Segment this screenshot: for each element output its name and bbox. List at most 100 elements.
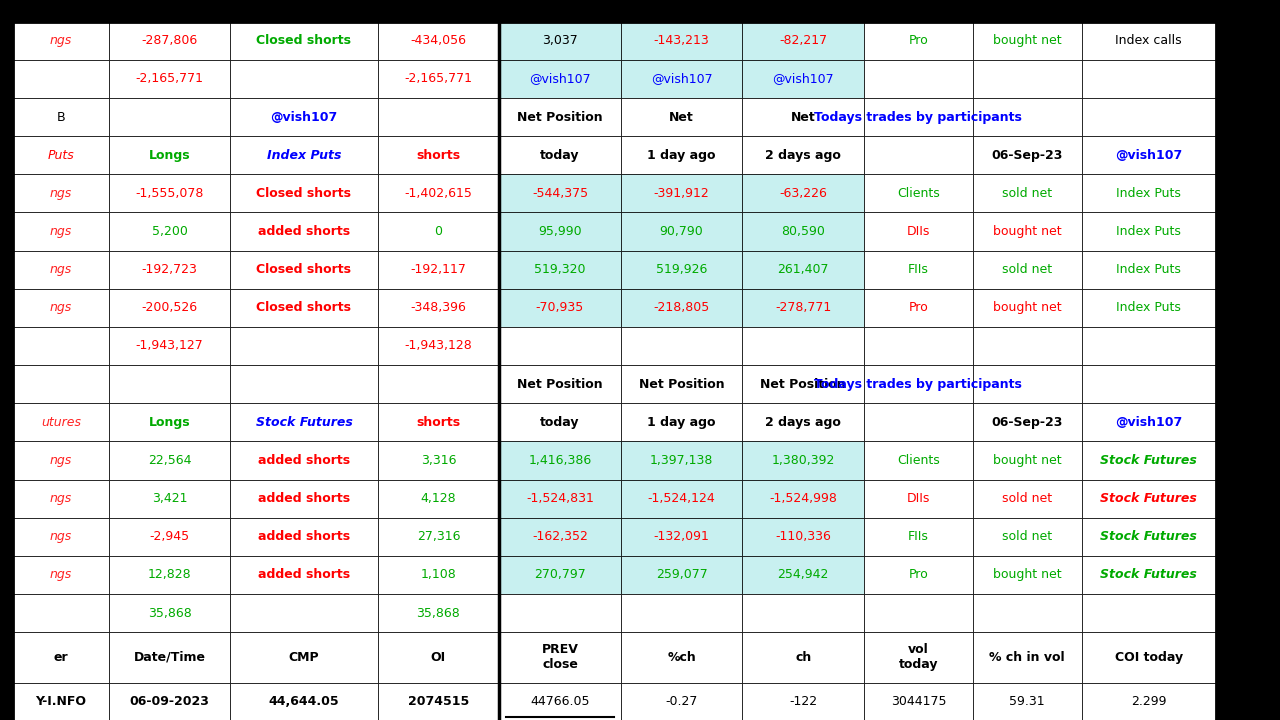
FancyBboxPatch shape [109, 632, 230, 683]
FancyBboxPatch shape [499, 212, 621, 251]
Text: 22,564: 22,564 [148, 454, 191, 467]
Text: 59.31: 59.31 [1010, 695, 1044, 708]
Text: today: today [540, 148, 580, 162]
FancyBboxPatch shape [499, 403, 621, 441]
FancyBboxPatch shape [13, 136, 109, 174]
FancyBboxPatch shape [230, 441, 378, 480]
FancyBboxPatch shape [864, 22, 973, 60]
FancyBboxPatch shape [864, 136, 973, 174]
FancyBboxPatch shape [973, 327, 1082, 365]
FancyBboxPatch shape [864, 632, 973, 683]
FancyBboxPatch shape [973, 480, 1082, 518]
Text: B: B [56, 110, 65, 124]
FancyBboxPatch shape [973, 60, 1082, 98]
Text: -1,402,615: -1,402,615 [404, 186, 472, 200]
Text: bought net: bought net [993, 34, 1061, 48]
FancyBboxPatch shape [13, 594, 109, 632]
Text: bought net: bought net [993, 225, 1061, 238]
Text: 35,868: 35,868 [147, 606, 192, 620]
FancyBboxPatch shape [13, 174, 109, 212]
FancyBboxPatch shape [378, 60, 499, 98]
FancyBboxPatch shape [973, 136, 1082, 174]
FancyBboxPatch shape [1082, 556, 1216, 594]
Text: bought net: bought net [993, 301, 1061, 315]
Text: %ch: %ch [667, 651, 696, 664]
FancyBboxPatch shape [499, 251, 621, 289]
Text: -2,945: -2,945 [150, 530, 189, 544]
FancyBboxPatch shape [864, 441, 973, 480]
Text: 12,828: 12,828 [147, 568, 192, 582]
Text: -391,912: -391,912 [654, 186, 709, 200]
Text: -70,935: -70,935 [536, 301, 584, 315]
FancyBboxPatch shape [13, 365, 109, 403]
FancyBboxPatch shape [621, 22, 742, 60]
Text: added shorts: added shorts [259, 225, 349, 238]
Text: added shorts: added shorts [259, 568, 349, 582]
Text: sold net: sold net [1002, 186, 1052, 200]
FancyBboxPatch shape [109, 441, 230, 480]
Text: Closed shorts: Closed shorts [256, 186, 352, 200]
Text: added shorts: added shorts [259, 454, 349, 467]
Text: ngs: ngs [50, 263, 72, 276]
FancyBboxPatch shape [864, 556, 973, 594]
FancyBboxPatch shape [864, 289, 973, 327]
Text: ngs: ngs [50, 454, 72, 467]
Text: -1,943,128: -1,943,128 [404, 339, 472, 353]
FancyBboxPatch shape [742, 136, 864, 174]
Text: @vish107: @vish107 [529, 72, 591, 86]
FancyBboxPatch shape [1082, 327, 1216, 365]
Text: CMP: CMP [289, 651, 319, 664]
Text: ngs: ngs [50, 301, 72, 315]
FancyBboxPatch shape [230, 632, 378, 683]
FancyBboxPatch shape [1082, 403, 1216, 441]
Text: sold net: sold net [1002, 492, 1052, 505]
Text: Net Position: Net Position [517, 110, 603, 124]
FancyBboxPatch shape [13, 632, 109, 683]
FancyBboxPatch shape [378, 251, 499, 289]
FancyBboxPatch shape [864, 212, 973, 251]
Text: @vish107: @vish107 [772, 72, 835, 86]
FancyBboxPatch shape [742, 289, 864, 327]
FancyBboxPatch shape [742, 518, 864, 556]
FancyBboxPatch shape [621, 289, 742, 327]
Text: -287,806: -287,806 [142, 34, 197, 48]
FancyBboxPatch shape [742, 251, 864, 289]
FancyBboxPatch shape [1082, 289, 1216, 327]
Text: -110,336: -110,336 [776, 530, 831, 544]
Text: 06-Sep-23: 06-Sep-23 [992, 415, 1062, 429]
FancyBboxPatch shape [378, 98, 499, 136]
Text: 270,797: 270,797 [534, 568, 586, 582]
FancyBboxPatch shape [973, 441, 1082, 480]
FancyBboxPatch shape [973, 683, 1082, 720]
Text: added shorts: added shorts [259, 492, 349, 505]
Text: 1 day ago: 1 day ago [648, 148, 716, 162]
FancyBboxPatch shape [742, 632, 864, 683]
Text: 254,942: 254,942 [777, 568, 829, 582]
FancyBboxPatch shape [109, 98, 230, 136]
FancyBboxPatch shape [378, 683, 499, 720]
Text: -192,117: -192,117 [411, 263, 466, 276]
Text: ngs: ngs [50, 34, 72, 48]
FancyBboxPatch shape [973, 212, 1082, 251]
Text: ngs: ngs [50, 530, 72, 544]
Text: DIIs: DIIs [906, 225, 931, 238]
Text: shorts: shorts [416, 415, 461, 429]
FancyBboxPatch shape [499, 441, 621, 480]
Text: -1,524,124: -1,524,124 [648, 492, 716, 505]
Text: 44,644.05: 44,644.05 [269, 695, 339, 708]
FancyBboxPatch shape [13, 441, 109, 480]
Text: 1,397,138: 1,397,138 [650, 454, 713, 467]
FancyBboxPatch shape [109, 594, 230, 632]
FancyBboxPatch shape [109, 480, 230, 518]
FancyBboxPatch shape [864, 594, 973, 632]
Text: -132,091: -132,091 [654, 530, 709, 544]
Text: Date/Time: Date/Time [133, 651, 206, 664]
Text: 1,108: 1,108 [421, 568, 456, 582]
FancyBboxPatch shape [973, 518, 1082, 556]
Text: DIIs: DIIs [906, 492, 931, 505]
FancyBboxPatch shape [230, 365, 378, 403]
Text: -348,396: -348,396 [411, 301, 466, 315]
FancyBboxPatch shape [621, 594, 742, 632]
Text: added shorts: added shorts [259, 530, 349, 544]
FancyBboxPatch shape [13, 212, 109, 251]
